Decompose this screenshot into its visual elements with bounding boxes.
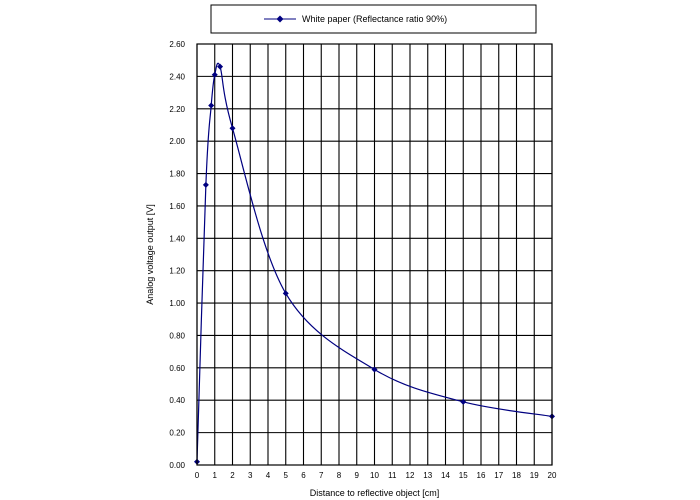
data-series bbox=[194, 62, 555, 465]
legend-label: White paper (Reflectance ratio 90%) bbox=[302, 14, 447, 24]
y-tick-label: 1.40 bbox=[169, 234, 185, 243]
x-tick-label: 14 bbox=[441, 471, 450, 480]
data-point-marker bbox=[371, 366, 378, 373]
tick-labels: 0 1 2 3 4 5 6 7 8 9 10 11 12 13 14 15 16 17 18 19 200.000.20… bbox=[169, 40, 557, 480]
y-tick-label: 0.60 bbox=[169, 364, 185, 373]
x-tick-label: 6 bbox=[301, 471, 306, 480]
data-point-marker bbox=[229, 125, 236, 132]
x-tick-label: 19 bbox=[530, 471, 539, 480]
x-tick-label: 12 bbox=[406, 471, 415, 480]
y-tick-label: 1.00 bbox=[169, 299, 185, 308]
legend-marker-diamond bbox=[276, 15, 284, 23]
y-tick-label: 0.40 bbox=[169, 396, 185, 405]
x-tick-label: 0 bbox=[195, 471, 200, 480]
x-tick-label: 2 bbox=[230, 471, 235, 480]
y-axis-title: Analog voltage output [V] bbox=[145, 204, 155, 305]
y-tick-label: 1.20 bbox=[169, 267, 185, 276]
y-tick-label: 0.80 bbox=[169, 331, 185, 340]
y-tick-label: 2.60 bbox=[169, 40, 185, 49]
x-tick-label: 16 bbox=[477, 471, 486, 480]
x-tick-label: 9 bbox=[355, 471, 360, 480]
y-tick-label: 2.40 bbox=[169, 72, 185, 81]
x-tick-label: 20 bbox=[548, 471, 557, 480]
data-point-marker bbox=[211, 71, 218, 78]
x-tick-label: 11 bbox=[388, 471, 397, 480]
data-point-marker bbox=[460, 398, 467, 405]
x-tick-label: 4 bbox=[266, 471, 271, 480]
legend: White paper (Reflectance ratio 90%) bbox=[210, 4, 537, 34]
plot-area-border bbox=[196, 43, 553, 466]
y-tick-label: 2.20 bbox=[169, 105, 185, 114]
y-tick-label: 0.20 bbox=[169, 429, 185, 438]
data-point-marker bbox=[208, 102, 215, 109]
x-tick-label: 7 bbox=[319, 471, 324, 480]
data-point-marker bbox=[217, 63, 224, 70]
y-tick-label: 1.80 bbox=[169, 170, 185, 179]
x-tick-label: 15 bbox=[459, 471, 468, 480]
x-tick-label: 13 bbox=[423, 471, 432, 480]
x-tick-label: 17 bbox=[494, 471, 503, 480]
x-tick-label: 8 bbox=[337, 471, 342, 480]
data-point-marker bbox=[202, 181, 209, 188]
data-point-marker bbox=[282, 290, 289, 297]
y-tick-label: 1.60 bbox=[169, 202, 185, 211]
x-axis-title: Distance to reflective object [cm] bbox=[310, 488, 440, 498]
x-tick-label: 10 bbox=[370, 471, 379, 480]
x-tick-label: 18 bbox=[512, 471, 521, 480]
x-tick-label: 5 bbox=[284, 471, 289, 480]
x-tick-label: 3 bbox=[248, 471, 253, 480]
y-tick-label: 2.00 bbox=[169, 137, 185, 146]
gridlines bbox=[196, 43, 553, 466]
x-tick-label: 1 bbox=[213, 471, 218, 480]
y-tick-label: 0.00 bbox=[169, 461, 185, 470]
